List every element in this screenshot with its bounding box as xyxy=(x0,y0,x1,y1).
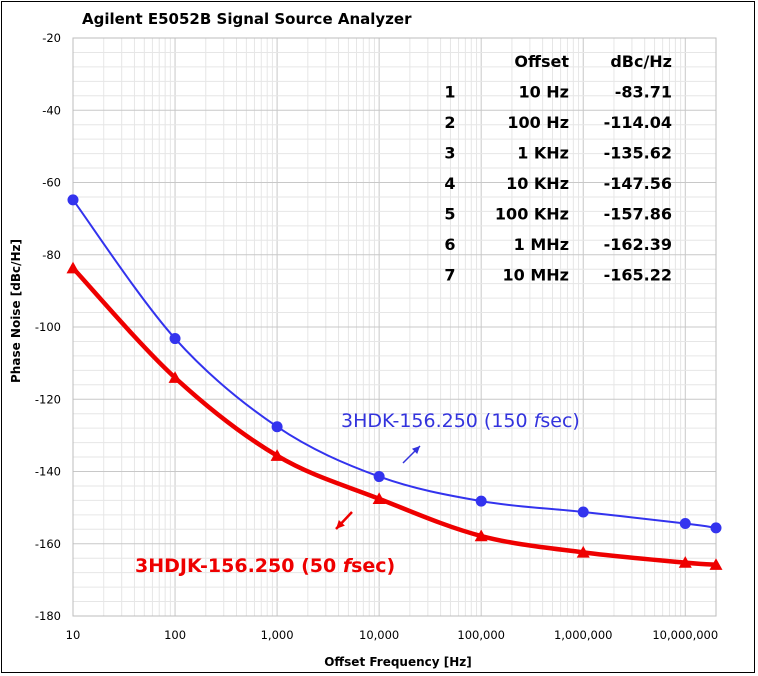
data-point-circle xyxy=(169,333,181,345)
table-header: Offset xyxy=(514,52,569,71)
table-cell: 100 KHz xyxy=(495,205,569,224)
y-tick-label: -180 xyxy=(35,609,61,623)
table-cell: -162.39 xyxy=(604,235,672,254)
data-point-circle xyxy=(67,194,79,206)
y-tick-label: -40 xyxy=(42,103,61,117)
table-cell: -147.56 xyxy=(604,174,672,193)
table-cell: 7 xyxy=(444,266,455,285)
x-tick-label: 10,000,000 xyxy=(652,628,718,642)
plot-area-border xyxy=(72,37,717,617)
y-tick-label: -160 xyxy=(35,537,61,551)
blue-series-label: 3HDK-156.250 (150 fsec) xyxy=(341,410,580,432)
data-point-circle xyxy=(710,522,722,534)
table-cell: 6 xyxy=(444,235,455,254)
y-axis-label: Phase Noise [dBc/Hz] xyxy=(9,239,23,383)
table-cell: 1 MHz xyxy=(514,235,569,254)
data-point-circle xyxy=(373,471,385,483)
table-cell: 10 KHz xyxy=(506,174,569,193)
table-cell: 10 MHz xyxy=(503,266,569,285)
y-tick-label: -100 xyxy=(35,320,61,334)
chart-title: Agilent E5052B Signal Source Analyzer xyxy=(82,10,412,28)
data-point-triangle xyxy=(709,558,723,570)
red-arrow-head xyxy=(336,519,345,529)
red-series-label: 3HDJK-156.250 (50 fsec) xyxy=(135,555,395,577)
y-tick-labels: -20 -40 -60 -80 -100 -120 -140 -160 -180 xyxy=(35,31,61,623)
table-cell: 3 xyxy=(444,144,455,163)
data-point-triangle xyxy=(576,545,590,558)
x-tick-label: 1,000,000 xyxy=(554,628,613,642)
table-cell: 4 xyxy=(444,174,455,193)
data-point-triangle xyxy=(372,492,386,505)
x-tick-label: 100,000 xyxy=(457,628,505,642)
table-cell: -114.04 xyxy=(604,113,672,132)
x-tick-labels: 10 100 1,000 10,000 100,000 1,000,000 10,000,0… xyxy=(66,628,719,642)
table-header: dBc/Hz xyxy=(610,52,672,71)
table-cell: 1 KHz xyxy=(517,144,569,163)
table-cell: 10 Hz xyxy=(518,83,569,102)
table-cell: -83.71 xyxy=(615,83,672,102)
series-layer xyxy=(66,194,723,570)
table-cell: -157.86 xyxy=(604,205,672,224)
table-cell: 2 xyxy=(444,113,455,132)
y-tick-label: -80 xyxy=(42,248,61,262)
grid xyxy=(72,37,717,617)
x-tick-label: 1,000 xyxy=(261,628,294,642)
x-tick-label: 10,000 xyxy=(359,628,399,642)
table-cell: 5 xyxy=(444,205,455,224)
x-tick-label: 100 xyxy=(164,628,186,642)
x-tick-label: 10 xyxy=(66,628,81,642)
table-cell: 1 xyxy=(444,83,455,102)
y-tick-label: -140 xyxy=(35,465,61,479)
data-point-circle xyxy=(679,518,691,530)
y-tick-label: -20 xyxy=(42,31,61,45)
data-point-circle xyxy=(577,506,589,518)
annotations: 3HDK-156.250 (150 fsec) 3HDJK-156.250 (50… xyxy=(135,410,580,577)
data-point-triangle xyxy=(168,371,182,383)
table-cell: -165.22 xyxy=(604,266,672,285)
data-point-triangle xyxy=(66,261,80,274)
table-cell: 100 Hz xyxy=(507,113,569,132)
data-point-circle xyxy=(271,421,283,433)
data-point-triangle xyxy=(474,529,488,542)
offset-table: Offset dBc/Hz 1 10 Hz -83.71 2 100 Hz -114.04 3 1… xyxy=(444,52,672,285)
data-point-circle xyxy=(475,495,487,507)
y-tick-label: -60 xyxy=(42,176,61,190)
blue-arrow-head xyxy=(411,446,420,455)
y-tick-label: -120 xyxy=(35,392,61,406)
data-point-triangle xyxy=(678,556,692,568)
x-axis-label: Offset Frequency [Hz] xyxy=(324,655,472,669)
table-cell: -135.62 xyxy=(604,144,672,163)
data-point-triangle xyxy=(270,449,284,461)
